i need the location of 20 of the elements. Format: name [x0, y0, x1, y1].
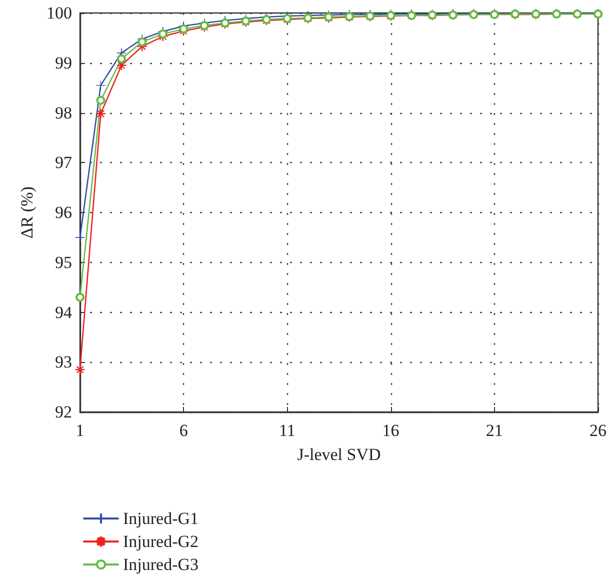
x-tick-label: 26 — [590, 421, 606, 440]
x-axis-title: J-level SVD — [297, 445, 381, 464]
y-tick-label: 96 — [55, 203, 72, 222]
y-tick-label: 95 — [55, 252, 72, 272]
y-tick-label: 92 — [55, 402, 72, 422]
y-tick-label: 97 — [55, 153, 72, 172]
x-tick-label: 6 — [179, 421, 188, 440]
x-tick-label: 21 — [486, 421, 503, 440]
x-tick-label: 16 — [382, 421, 400, 440]
x-tick-label: 11 — [279, 421, 296, 440]
y-axis-title: ΔR (%) — [18, 186, 37, 239]
x-tick-label: 1 — [76, 421, 84, 440]
legend-label: Injured-G3 — [123, 555, 199, 574]
y-tick-label: 98 — [55, 103, 72, 122]
legend-label: Injured-G1 — [123, 509, 199, 528]
y-tick-label: 99 — [55, 53, 72, 72]
y-tick-label: 94 — [55, 302, 72, 322]
y-tick-label: 93 — [55, 352, 72, 372]
y-tick-label: 100 — [46, 4, 72, 22]
legend-label: Injured-G2 — [123, 532, 199, 551]
